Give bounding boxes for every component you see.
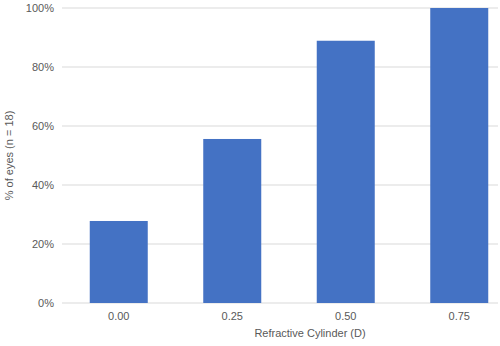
bar [317, 41, 375, 303]
bar [203, 139, 261, 303]
y-tick-label: 20% [32, 238, 54, 250]
y-tick-label: 40% [32, 179, 54, 191]
x-axis-label: Refractive Cylinder (D) [254, 327, 365, 339]
y-tick-label: 80% [32, 61, 54, 73]
bar [430, 8, 488, 303]
bars [90, 8, 489, 303]
y-axis-label: % of eyes (n = 18) [3, 111, 15, 201]
y-tick-label: 0% [38, 297, 54, 309]
x-tick-label: 0.75 [449, 310, 470, 322]
x-tick-label: 0.00 [108, 310, 129, 322]
chart: 0% 20% 40% 60% 80% 100% 0.00 0.25 0.50 0.75 Refrac… [0, 0, 500, 346]
x-tick-label: 0.50 [335, 310, 356, 322]
bar [90, 221, 148, 303]
x-tick-label: 0.25 [222, 310, 243, 322]
y-tick-label: 60% [32, 120, 54, 132]
y-tick-label: 100% [26, 2, 54, 14]
